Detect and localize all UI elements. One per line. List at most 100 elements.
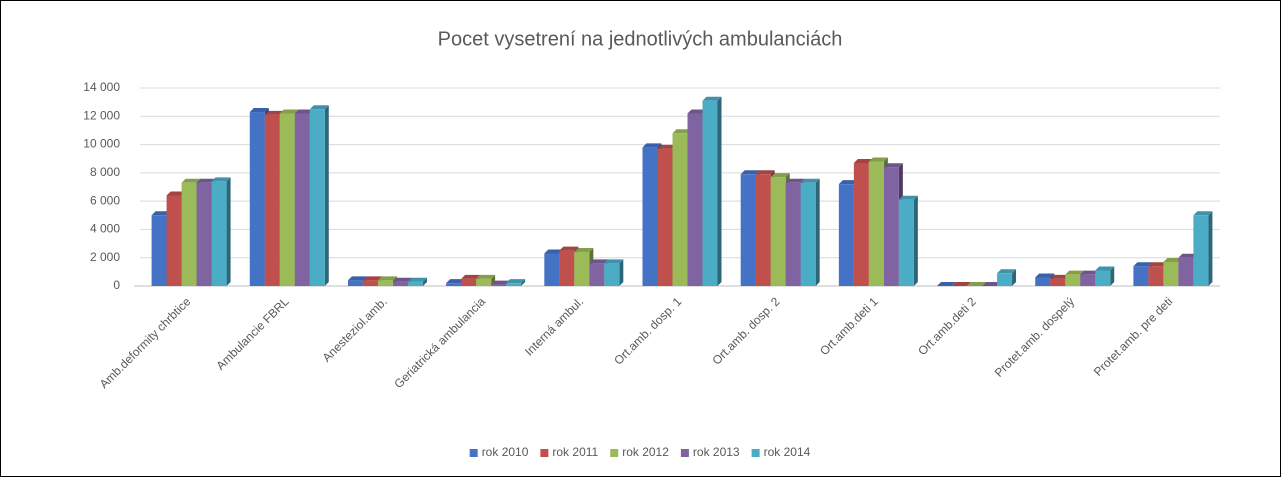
bar [883,167,899,286]
bar-top [800,178,820,183]
bar-top [937,282,957,286]
bar [740,174,756,286]
bar-top [181,178,201,183]
bar [755,174,771,286]
bar-top [1133,262,1153,267]
bar-top [279,109,299,114]
legend-label: rok 2014 [764,445,811,459]
y-tick-label: 10 000 [83,137,120,151]
y-tick-label: 6 000 [90,193,120,207]
legend-swatch [610,449,619,457]
bar [309,109,325,286]
bar [446,283,462,286]
legend-swatch [751,449,760,457]
bar [1133,266,1149,286]
bar-side [717,96,722,286]
bar-top [785,178,805,183]
legend-label: rok 2010 [482,445,529,459]
bar-top [264,110,284,115]
y-tick-label: 4 000 [90,222,120,236]
bar [279,113,295,286]
bar-top [672,129,692,134]
bar-top [1035,273,1055,278]
bar-top [377,276,397,281]
bar-top [476,274,496,279]
bar [1035,277,1051,286]
bar [657,148,673,286]
bar [347,280,363,286]
bar-top [1065,270,1085,275]
bar [1065,274,1081,286]
bar [785,182,801,286]
legend-swatch [680,449,689,457]
bar [687,113,703,286]
bar [392,281,408,286]
bar [461,278,477,286]
bar [1095,270,1111,286]
bar-top [211,177,231,182]
bar [853,162,869,286]
bar-top [574,248,594,253]
bar-top [657,144,677,149]
bar-top [392,277,412,282]
bar-top [196,178,216,183]
bar-side [913,195,918,286]
bar [1178,257,1194,286]
bar [1080,274,1096,286]
bar-top [347,276,367,281]
bar [559,250,575,286]
bar-top [407,277,427,282]
bar-top [838,180,858,185]
y-tick-label: 2 000 [90,250,120,264]
legend-swatch [540,449,549,457]
bar [604,263,620,286]
bar [642,147,658,286]
bar-top [491,280,511,285]
bar-top [997,269,1017,274]
bar-top [1178,253,1198,258]
bar-top [898,195,918,200]
bar-top [559,246,579,251]
bar-top [1148,262,1168,267]
legend: rok 2010 rok 2011 rok 2012 rok 2013 rok 2014 [469,445,811,459]
bar [166,195,182,286]
bar-top [702,96,722,101]
bar [362,280,378,286]
bar [672,133,688,286]
bar-side [491,274,496,286]
bar-top [362,276,382,281]
bar-top [868,157,888,162]
bar-top [642,143,662,148]
bar-top [883,163,903,168]
bar-top [1080,270,1100,275]
bar-top [1163,257,1183,262]
bar [898,199,914,286]
bar-top [166,191,186,196]
bar [770,177,786,286]
bar-side [521,279,526,286]
bar-top [151,211,171,216]
bar-top [853,158,873,163]
legend-label: rok 2012 [622,445,669,459]
bar-side [815,178,820,286]
bar-top [604,259,624,264]
bar [702,100,718,286]
bar [407,281,423,286]
bar [196,182,212,286]
bar-side [422,277,427,286]
bar [1193,215,1209,286]
bar-side [1208,211,1213,286]
y-tick-label: 12 000 [83,108,120,122]
bar [1050,278,1066,286]
bar [589,263,605,286]
chart-title: Pocet vysetrení na jednotlivých ambulanc… [438,28,843,50]
bar [181,182,197,286]
bar [838,184,854,286]
legend-label: rok 2011 [552,445,598,459]
bar-top [309,105,329,110]
bar [544,253,560,286]
bar [997,273,1013,286]
legend-label: rok 2013 [693,445,740,459]
bar-top [1095,266,1115,271]
